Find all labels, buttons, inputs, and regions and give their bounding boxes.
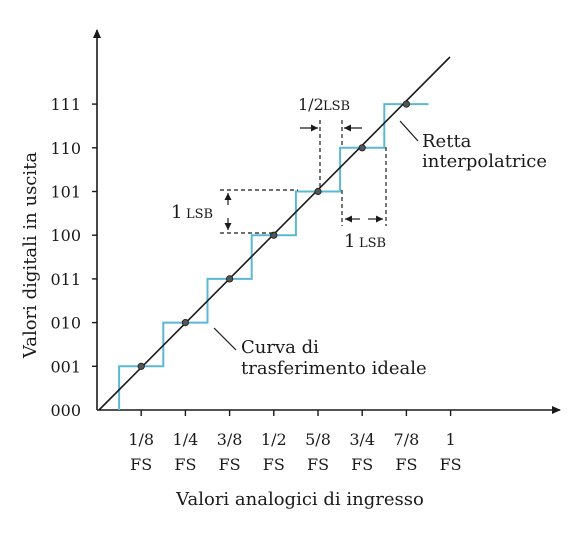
y-tick-label: 100 — [50, 226, 81, 245]
curve-label: Curva di trasferimento ideale — [213, 327, 427, 379]
x-tick-label-top: 7/8 — [394, 430, 420, 449]
x-tick-label-bottom: FS — [440, 455, 462, 474]
curve-label-1: Curva di — [241, 337, 319, 358]
code-center-dot — [402, 100, 410, 108]
y-tick-label: 000 — [50, 401, 81, 420]
x-tick-label-top: 3/4 — [349, 430, 375, 449]
midpoint-dots — [137, 100, 410, 370]
horizontal-lsb-annotation: 1 LSB — [341, 147, 387, 252]
horizontal-lsb-unit: LSB — [359, 236, 386, 251]
staircase-path — [118, 103, 429, 410]
curve-label-2: trasferimento ideale — [241, 358, 427, 379]
code-center-dot — [270, 231, 278, 239]
x-ticks: 1/8 FS 1/4 FS 3/8 FS 1/2 FS 5/8 FS 3/4 FS 7/8 FS 1 FS — [128, 410, 462, 474]
half-lsb-num: 1/2 — [298, 95, 324, 114]
y-tick-label: 001 — [50, 357, 81, 376]
x-tick-label-top: 1/2 — [261, 430, 287, 449]
y-tick-label: 011 — [50, 270, 81, 289]
x-tick-label-bottom: FS — [351, 455, 373, 474]
ideal-transfer-staircase — [118, 103, 429, 410]
x-tick-label-top: 1 — [446, 430, 456, 449]
y-tick-label: 010 — [50, 314, 81, 333]
code-center-dot — [137, 362, 145, 370]
vertical-lsb-unit: LSB — [186, 207, 213, 222]
vertical-lsb-num: 1 — [171, 202, 182, 223]
x-tick-label-top: 3/8 — [217, 430, 243, 449]
vertical-lsb-annotation: 1 LSB — [171, 189, 298, 234]
x-tick-label-bottom: FS — [395, 455, 417, 474]
line-label-1: Retta — [422, 131, 472, 152]
code-center-dot — [226, 275, 234, 283]
x-axis-title: Valori analogici di ingresso — [175, 489, 424, 510]
y-axis-title: Valori digitali in uscita — [20, 152, 41, 359]
x-tick-label-bottom: FS — [130, 455, 152, 474]
x-tick-label-top: 1/4 — [173, 430, 199, 449]
line-label: Retta interpolatrice — [399, 120, 547, 172]
y-ticks: 000 001 010 011 100 101 110 111 — [50, 95, 97, 420]
line-label-2: interpolatrice — [422, 151, 547, 172]
code-center-dot — [314, 187, 322, 196]
half-lsb-unit: LSB — [323, 99, 350, 114]
y-tick-label: 101 — [50, 183, 81, 202]
x-tick-label-bottom: FS — [174, 455, 196, 474]
x-tick-label-top: 5/8 — [305, 430, 331, 449]
horizontal-lsb-num: 1 — [344, 231, 355, 252]
x-tick-label-bottom: FS — [219, 455, 241, 474]
code-center-dot — [358, 144, 366, 152]
x-tick-label-bottom: FS — [263, 455, 285, 474]
y-tick-label: 111 — [50, 95, 81, 114]
x-tick-label-top: 1/8 — [128, 430, 154, 449]
half-lsb-annotation: 1/2 LSB — [298, 95, 362, 190]
code-center-dot — [181, 318, 189, 327]
y-tick-label: 110 — [50, 139, 81, 158]
x-tick-label-bottom: FS — [307, 455, 329, 474]
